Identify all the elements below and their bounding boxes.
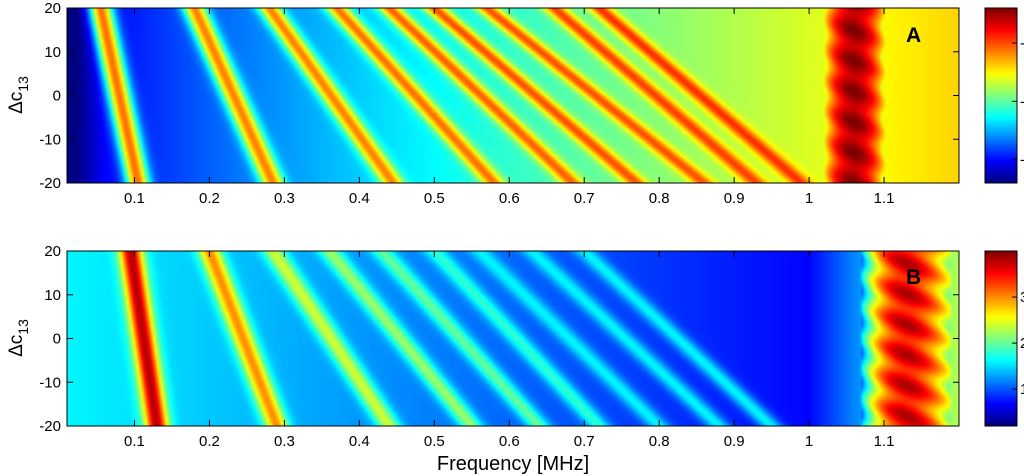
y-ticks-b: -20 -10 0 10 20 [39, 243, 959, 435]
x-tick-label-b: 0.2 [199, 433, 220, 450]
x-tick-label-a: 0.2 [199, 190, 220, 207]
x-tick-label-a: 0.6 [499, 190, 520, 207]
y-axis-label-b-subscript: 13 [15, 319, 31, 335]
colorbar-gradient-b [985, 251, 1017, 426]
colorbar-a: -6 -4 -2 [984, 7, 1024, 184]
x-ticks-b: 0.1 0.2 0.3 0.4 0.5 0.6 0.7 0.8 0.9 1 1.1 [124, 251, 894, 450]
x-ticks-a: 0.1 0.2 0.3 0.4 0.5 0.6 0.7 0.8 0.9 1 1.1 [124, 8, 894, 207]
y-axis-label-b: Δc13 [6, 319, 31, 357]
colorbar-tick-label-a: -6 [1020, 152, 1024, 169]
x-tick-label-b: 0.8 [649, 433, 670, 450]
colorbar-tick-label-b: 3 [1020, 289, 1024, 306]
x-tick-label-b: 0.5 [424, 433, 445, 450]
y-tick-label-b: 0 [53, 331, 61, 348]
colorbar-b: 1 2 3 [984, 250, 1024, 427]
x-tick-label-b: 0.3 [274, 433, 295, 450]
x-tick-label-a: 0.7 [574, 190, 595, 207]
x-axis-label: Frequency [MHz] [437, 453, 589, 475]
colorbar-tick-label-a: -2 [1020, 35, 1024, 52]
y-ticks-a: -20 -10 0 10 20 [39, 0, 959, 192]
heatmap-a [67, 8, 959, 183]
heatmap-b [67, 251, 959, 426]
panel-b: B Δc13 0.1 0.2 0.3 0.4 0.5 0.6 0.7 0.8 0.9 1 1.1 -… [6, 243, 1024, 475]
x-tick-label-a: 1 [805, 190, 813, 207]
x-tick-label-b: 1.1 [874, 433, 895, 450]
x-tick-label-a: 0.9 [724, 190, 745, 207]
x-tick-label-a: 0.8 [649, 190, 670, 207]
y-tick-label-b: 20 [44, 243, 61, 260]
x-tick-label-b: 0.7 [574, 433, 595, 450]
y-axis-label-a-text: Δc [6, 92, 27, 114]
panel-label-a: A [906, 24, 921, 47]
svg-text:Δc13: Δc13 [6, 76, 31, 114]
panel-a: A Δc13 0.1 0.2 0.3 0.4 0.5 0.6 0.7 0.8 0.9 1 1.1 -… [6, 0, 1024, 207]
x-tick-label-a: 1.1 [874, 190, 895, 207]
y-tick-label-a: 10 [44, 44, 61, 61]
x-tick-label-b: 0.4 [349, 433, 370, 450]
x-tick-label-b: 0.1 [124, 433, 145, 450]
y-tick-label-a: 0 [53, 88, 61, 105]
colorbar-ticks-b: 1 2 3 [1012, 289, 1024, 398]
panel-label-b: B [906, 266, 921, 289]
svg-text:Δc13: Δc13 [6, 319, 31, 357]
colorbar-frame-a [984, 7, 1018, 184]
colorbar-tick-label-b: 2 [1020, 335, 1024, 352]
colorbar-tick-label-b: 1 [1020, 381, 1024, 398]
colorbar-frame-b [984, 250, 1018, 427]
y-tick-label-a: -20 [39, 175, 61, 192]
y-tick-label-a: 20 [44, 0, 61, 17]
y-tick-label-b: 10 [44, 287, 61, 304]
x-tick-label-b: 1 [805, 433, 813, 450]
x-tick-label-a: 0.3 [274, 190, 295, 207]
y-axis-label-b-text: Δc [6, 335, 27, 357]
x-tick-label-b: 0.9 [724, 433, 745, 450]
colorbar-tick-label-a: -4 [1020, 93, 1024, 110]
x-tick-label-a: 0.5 [424, 190, 445, 207]
x-tick-label-b: 0.6 [499, 433, 520, 450]
y-tick-label-a: -10 [39, 131, 61, 148]
y-tick-label-b: -10 [39, 374, 61, 391]
colorbar-ticks-a: -6 -4 -2 [1012, 35, 1024, 169]
x-tick-label-a: 0.4 [349, 190, 370, 207]
y-axis-label-a: Δc13 [6, 76, 31, 114]
y-tick-label-b: -20 [39, 418, 61, 435]
y-axis-label-a-subscript: 13 [15, 76, 31, 92]
x-tick-label-a: 0.1 [124, 190, 145, 207]
colorbar-gradient-a [985, 8, 1017, 183]
